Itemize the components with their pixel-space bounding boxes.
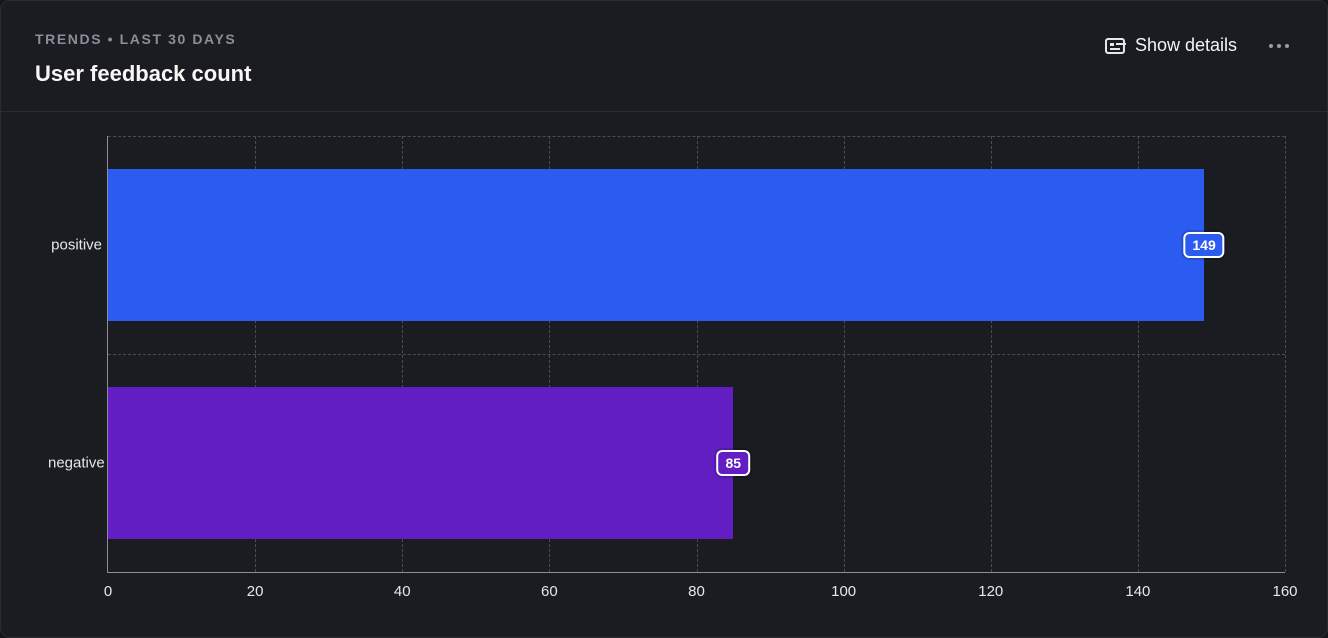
header-actions: Show details [1105,35,1293,56]
x-tick-label: 100 [831,583,856,600]
x-tick-label: 40 [394,583,411,600]
header-left: TRENDS • LAST 30 DAYS User feedback coun… [35,31,251,87]
chart-area: 0 20 40 60 80 100 120 140 160 positive 149 negative… [31,136,1297,607]
show-details-label: Show details [1135,35,1237,56]
card-subtitle: TRENDS • LAST 30 DAYS [35,31,251,47]
bar-negative[interactable] [108,387,733,540]
value-badge-negative: 85 [716,450,750,476]
bar-positive[interactable] [108,169,1204,322]
value-badge-positive: 149 [1183,232,1224,258]
x-tick-label: 120 [978,583,1003,600]
more-menu-button[interactable] [1265,40,1293,52]
x-tick-label: 160 [1272,583,1297,600]
chart-plot: 020406080100120140160positive149negative… [107,136,1285,573]
x-tick-label: 0 [104,583,112,600]
x-tick-label: 140 [1125,583,1150,600]
gridline-vertical [1285,136,1286,572]
x-tick-label: 80 [688,583,705,600]
card-header: TRENDS • LAST 30 DAYS User feedback coun… [1,1,1327,87]
x-tick-label: 20 [247,583,264,600]
gridline-horizontal [108,136,1285,137]
header-divider [1,111,1327,112]
gridline-horizontal [108,354,1285,355]
y-tick-label: negative [48,455,102,472]
details-icon [1105,38,1125,54]
y-tick-label: positive [48,237,102,254]
show-details-button[interactable]: Show details [1105,35,1237,56]
chart-card: TRENDS • LAST 30 DAYS User feedback coun… [0,0,1328,638]
x-tick-label: 60 [541,583,558,600]
card-title: User feedback count [35,61,251,87]
